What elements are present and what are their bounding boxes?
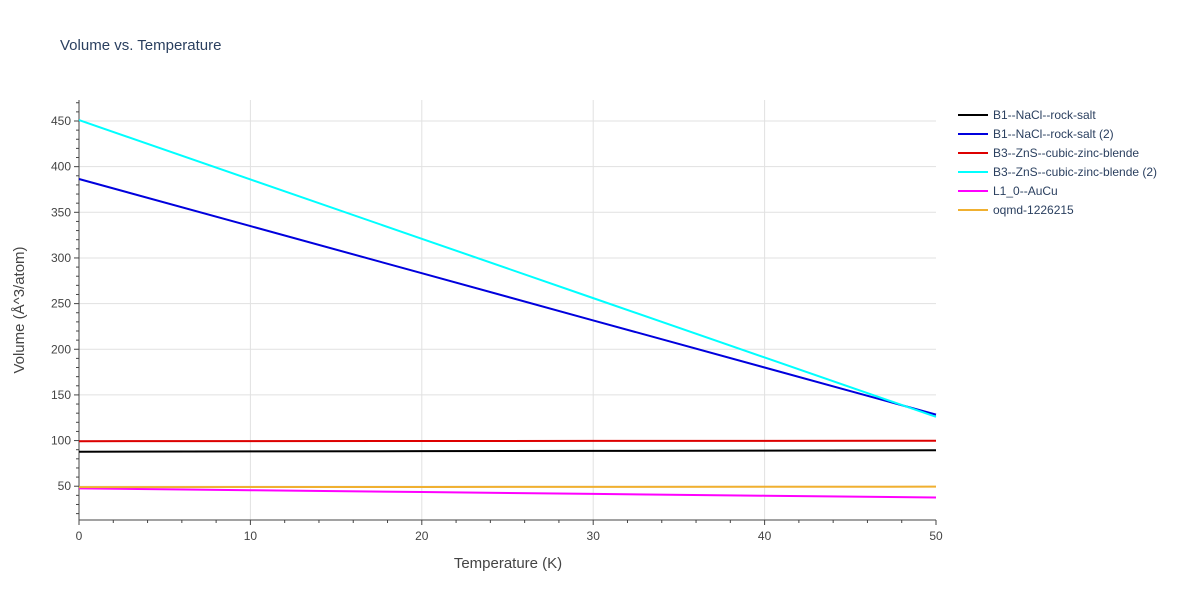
series-line bbox=[78, 449, 937, 453]
y-tick-label: 400 bbox=[51, 160, 71, 174]
legend-entry: B3--ZnS--cubic-zinc-blende bbox=[993, 146, 1139, 160]
legend-entry: L1_0--AuCu bbox=[993, 184, 1058, 198]
legend-entry: B1--NaCl--rock-salt (2) bbox=[993, 127, 1114, 141]
legend-entry: oqmd-1226215 bbox=[993, 203, 1074, 217]
legend-entry: B3--ZnS--cubic-zinc-blende (2) bbox=[993, 165, 1157, 179]
y-tick-label: 350 bbox=[51, 205, 71, 219]
series-lines bbox=[78, 119, 937, 499]
y-axis-title: Volume (Å^3/atom) bbox=[11, 246, 28, 373]
x-tick-label: 30 bbox=[587, 529, 601, 543]
y-tick-label: 50 bbox=[58, 479, 72, 493]
y-tick-label: 200 bbox=[51, 342, 71, 356]
y-tick-label: 100 bbox=[51, 434, 71, 448]
y-tick-label: 150 bbox=[51, 388, 71, 402]
chart-title: Volume vs. Temperature bbox=[60, 37, 221, 54]
x-axis-title: Temperature (K) bbox=[454, 555, 562, 572]
x-tick-label: 0 bbox=[76, 529, 83, 543]
y-tick-label: 250 bbox=[51, 297, 71, 311]
axes: 50 100 150 200 250 300 350 400 450 0 10 20 30 40 50 bbox=[51, 100, 943, 543]
y-tick-label: 300 bbox=[51, 251, 71, 265]
legend-entry: B1--NaCl--rock-salt bbox=[993, 108, 1096, 122]
legend: B1--NaCl--rock-salt B1--NaCl--rock-salt (… bbox=[958, 108, 1157, 217]
x-tick-label: 10 bbox=[244, 529, 258, 543]
y-tick-label: 450 bbox=[51, 114, 71, 128]
x-tick-label: 50 bbox=[929, 529, 943, 543]
x-tick-label: 40 bbox=[758, 529, 772, 543]
x-tick-label: 20 bbox=[415, 529, 429, 543]
series-line bbox=[78, 487, 937, 499]
series-line bbox=[78, 178, 937, 416]
series-line bbox=[78, 119, 937, 418]
grid bbox=[79, 100, 936, 520]
